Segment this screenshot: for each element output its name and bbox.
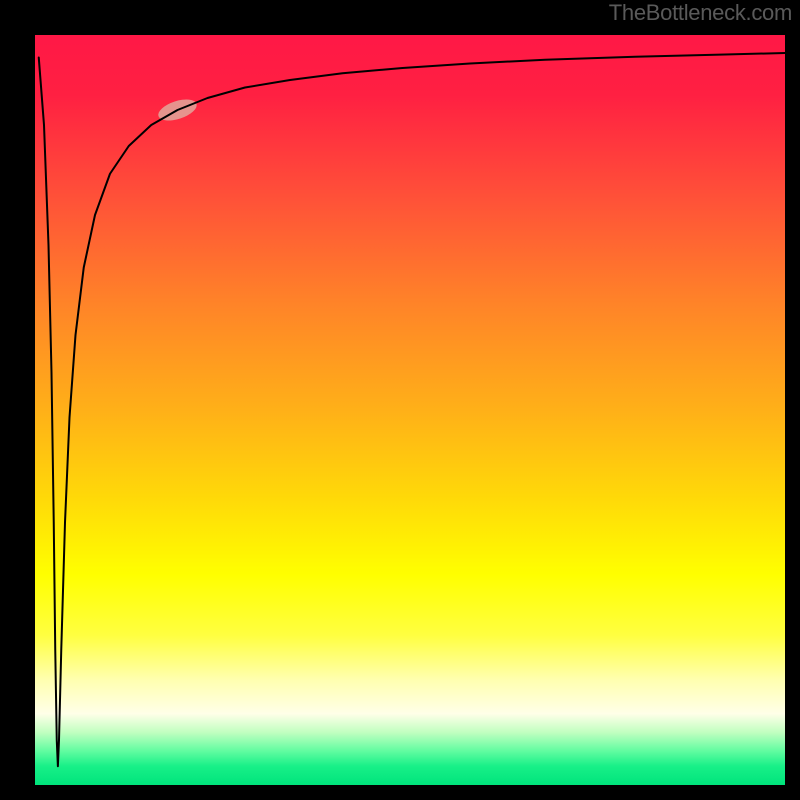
attribution-label: TheBottleneck.com bbox=[609, 0, 792, 26]
chart-root: TheBottleneck.com bbox=[0, 0, 800, 800]
plot-area bbox=[35, 35, 785, 785]
